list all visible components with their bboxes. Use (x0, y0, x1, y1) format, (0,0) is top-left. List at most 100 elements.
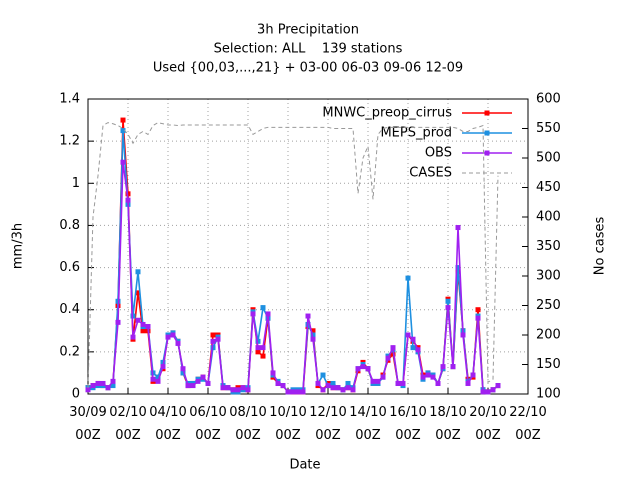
x-tick-label: 20/10 00Z (469, 405, 506, 443)
x-tick-label: 22/10 00Z (509, 405, 546, 443)
data-point (430, 374, 436, 380)
data-point (470, 372, 476, 378)
data-point (400, 380, 406, 386)
data-point (290, 389, 296, 395)
y-tick-label: 0.2 (59, 344, 80, 359)
data-point (85, 387, 91, 393)
data-point (90, 383, 96, 389)
data-point (435, 380, 441, 386)
y-tick-label: 0.8 (59, 218, 80, 233)
data-point (475, 315, 481, 321)
data-point (310, 332, 316, 338)
y2-tick-label: 100 (536, 387, 561, 402)
data-point (230, 387, 236, 393)
data-point (350, 387, 356, 393)
data-point (255, 345, 261, 351)
data-point (270, 370, 276, 376)
data-point (135, 317, 141, 323)
y-tick-label: 0.4 (59, 302, 80, 317)
chart-title: 3h Precipitation (257, 23, 359, 38)
data-point (320, 387, 326, 393)
data-point (140, 321, 146, 327)
data-point (105, 385, 111, 391)
data-point (375, 378, 381, 384)
x-tick-label: 04/10 00Z (149, 405, 186, 443)
data-point (145, 324, 151, 330)
data-point (335, 385, 341, 391)
chart-note: Used {00,03,...,21} + 03-00 06-03 09-06 … (153, 61, 463, 76)
y2-tick-label: 450 (536, 180, 561, 195)
data-point (385, 355, 391, 361)
data-point (135, 290, 141, 296)
data-point (380, 374, 386, 380)
data-point (255, 338, 261, 344)
x-axis-label: Date (289, 458, 320, 473)
legend-label: OBS (425, 146, 452, 161)
data-point (180, 366, 186, 372)
data-point (190, 383, 196, 389)
data-point (215, 336, 221, 342)
data-point (150, 376, 156, 382)
data-point (160, 364, 166, 370)
data-point (475, 307, 481, 313)
y-tick-label: 0.6 (59, 260, 80, 275)
y-tick-label: 0 (72, 387, 80, 402)
x-tick-label: 14/10 00Z (349, 405, 386, 443)
data-point (480, 389, 486, 395)
y2-tick-label: 550 (536, 121, 561, 136)
legend-marker (484, 150, 490, 156)
y2-axis-label: No cases (593, 217, 608, 276)
data-point (495, 383, 501, 389)
x-tick-label: 10/10 00Z (269, 405, 306, 443)
data-point (220, 385, 226, 391)
data-point (245, 387, 251, 393)
y-tick-label: 1.2 (59, 134, 80, 149)
data-point (135, 269, 141, 275)
data-point (120, 159, 126, 165)
y2-tick-label: 600 (536, 92, 561, 107)
data-point (490, 387, 496, 393)
data-point (415, 347, 421, 353)
data-point (95, 380, 101, 386)
y2-tick-label: 200 (536, 328, 561, 343)
data-point (455, 265, 461, 271)
data-point (420, 374, 426, 380)
data-point (285, 389, 291, 395)
x-tick-label: 12/10 00Z (309, 405, 346, 443)
data-point (275, 380, 281, 386)
y2-tick-label: 500 (536, 151, 561, 166)
data-point (370, 378, 376, 384)
data-point (110, 383, 116, 389)
y-tick-label: 1.4 (59, 92, 80, 107)
data-point (130, 334, 136, 340)
data-point (395, 380, 401, 386)
data-point (195, 378, 201, 384)
data-point (210, 338, 216, 344)
data-point (140, 328, 146, 334)
data-point (185, 383, 191, 389)
y2-tick-label: 400 (536, 210, 561, 225)
data-point (125, 197, 131, 203)
chart-subtitle: Selection: ALL 139 stations (214, 42, 403, 57)
data-point (340, 387, 346, 393)
data-point (210, 332, 216, 338)
data-point (235, 387, 241, 393)
data-point (445, 305, 451, 311)
data-point (295, 389, 301, 395)
data-point (355, 366, 361, 372)
x-tick-label: 06/10 00Z (189, 405, 226, 443)
data-point (365, 366, 371, 372)
data-point (360, 364, 366, 370)
x-tick-label: 18/10 00Z (429, 405, 466, 443)
data-point (405, 332, 411, 338)
data-point (330, 385, 336, 391)
legend-marker (484, 130, 490, 136)
data-point (175, 340, 181, 346)
data-point (265, 311, 271, 317)
data-point (205, 380, 211, 386)
data-point (305, 313, 311, 319)
data-point (425, 372, 431, 378)
data-point (155, 374, 161, 380)
legend-label: MEPS_prod (380, 126, 452, 141)
